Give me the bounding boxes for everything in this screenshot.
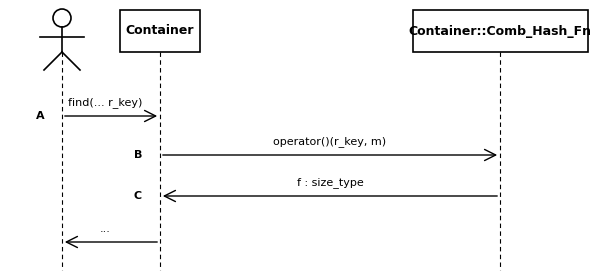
Text: C: C	[134, 191, 142, 201]
Bar	[120, 10, 200, 52]
Text: f : size_type: f : size_type	[297, 177, 364, 188]
Text: Container: Container	[125, 25, 194, 38]
Text: A: A	[36, 111, 45, 121]
Text: B: B	[133, 150, 142, 160]
Text: Container::Comb_Hash_Fn: Container::Comb_Hash_Fn	[408, 25, 592, 38]
Bar	[412, 10, 588, 52]
Text: ...: ...	[100, 224, 110, 234]
Text: operator()(r_key, m): operator()(r_key, m)	[274, 136, 387, 147]
Text: find(... r_key): find(... r_key)	[68, 97, 142, 108]
